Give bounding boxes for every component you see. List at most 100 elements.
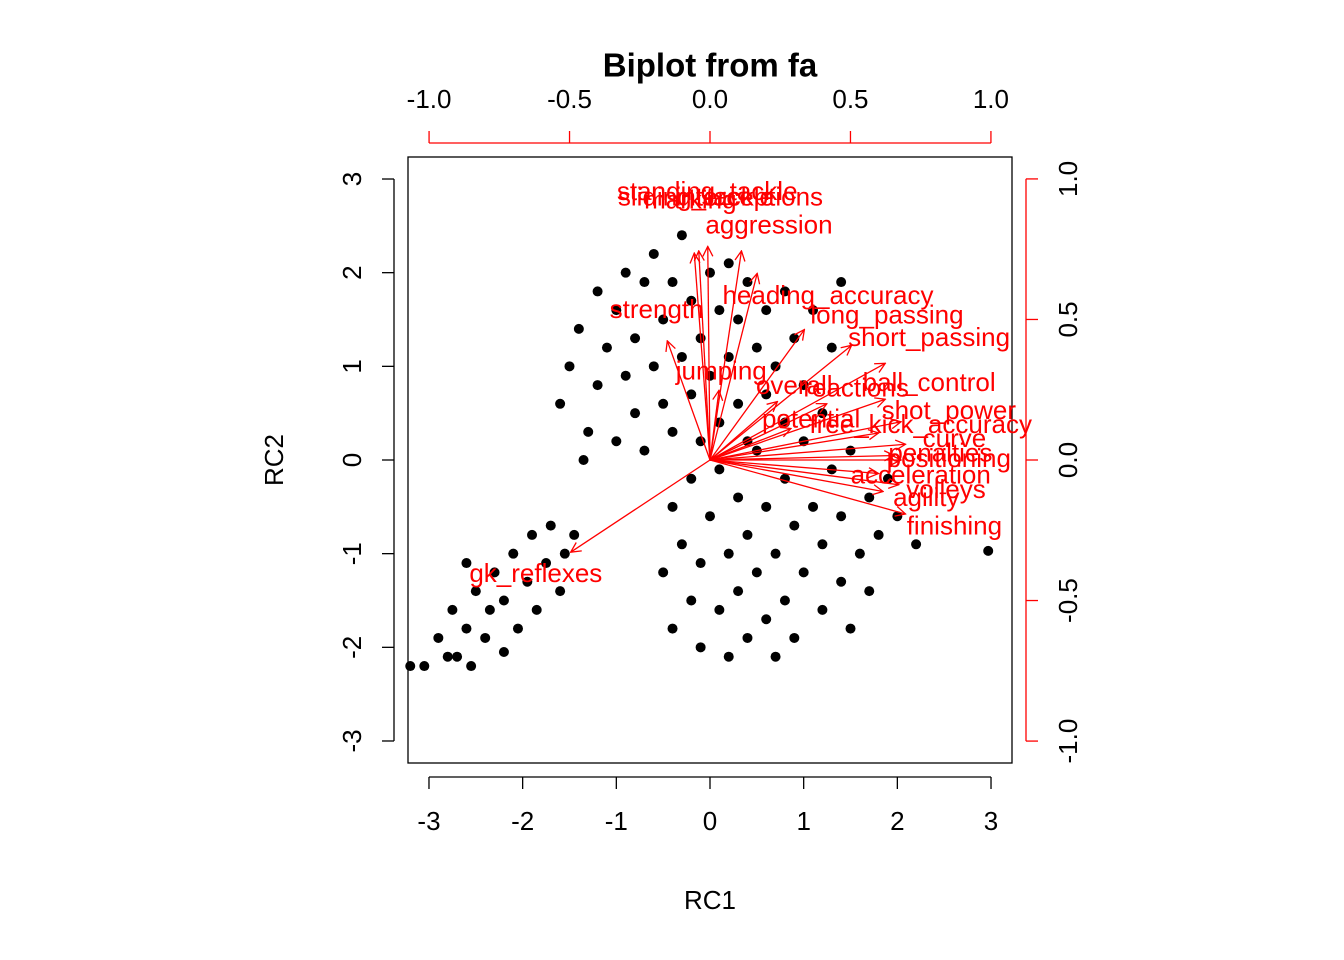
- score-point: [630, 333, 641, 344]
- y-tick-label: 0: [337, 453, 367, 467]
- score-point: [779, 595, 790, 606]
- loading-arrow: [709, 330, 804, 461]
- score-point: [461, 623, 472, 634]
- x-tick-label: 3: [984, 806, 998, 836]
- y-tick-label: 3: [337, 172, 367, 186]
- score-point: [452, 651, 463, 662]
- score-point: [911, 539, 922, 550]
- score-point: [714, 464, 725, 475]
- score-point: [845, 623, 856, 634]
- score-point: [564, 361, 575, 372]
- loading-label: jumping: [675, 356, 767, 386]
- score-point: [798, 567, 809, 578]
- loading-arrow: [709, 456, 894, 460]
- score-point: [676, 539, 687, 550]
- score-point: [531, 604, 542, 615]
- score-point: [573, 323, 584, 334]
- score-point: [686, 389, 697, 400]
- y-tick-label: 2: [337, 265, 367, 279]
- score-point: [723, 548, 734, 559]
- score-point: [742, 529, 753, 540]
- score-point: [686, 295, 697, 306]
- score-point: [639, 277, 650, 288]
- score-point: [705, 370, 715, 381]
- y2-tick-label: 0.5: [1053, 301, 1083, 337]
- loading-label: reactions: [803, 373, 909, 403]
- score-point: [583, 426, 594, 437]
- loading-arrow: [694, 253, 711, 461]
- loading-label: long_passing: [810, 300, 963, 330]
- score-point: [695, 642, 706, 653]
- loading-label: acceleration: [851, 460, 991, 490]
- score-point: [705, 267, 715, 278]
- score-point: [770, 361, 781, 372]
- x-tick-label: 1: [796, 806, 810, 836]
- score-point: [433, 632, 444, 643]
- loading-arrow: [709, 273, 757, 461]
- score-point: [779, 286, 790, 297]
- x2-tick-label: -1.0: [407, 84, 452, 114]
- score-point: [522, 576, 533, 587]
- score-point: [808, 305, 819, 316]
- score-point: [489, 567, 500, 578]
- score-point: [569, 529, 580, 540]
- loading-label: finishing: [907, 510, 1002, 540]
- x-axis-label: RC1: [684, 885, 736, 915]
- y2-tick-label: 1.0: [1053, 161, 1083, 197]
- y2-tick-label: -0.5: [1053, 578, 1083, 623]
- loading-arrow: [709, 402, 777, 461]
- x2-tick-label: 0.5: [832, 84, 868, 114]
- score-point: [845, 445, 856, 456]
- score-point: [983, 545, 994, 556]
- score-point: [751, 567, 762, 578]
- score-point: [466, 661, 477, 672]
- loading-arrow: [709, 459, 906, 514]
- score-point: [601, 342, 612, 353]
- x2-tick-label: 0.0: [692, 84, 728, 114]
- loading-label: penalties: [888, 437, 992, 467]
- score-point: [695, 558, 706, 569]
- loading-arrow: [709, 444, 906, 461]
- loading-arrow: [709, 459, 899, 485]
- score-point: [630, 408, 641, 419]
- score-point: [498, 595, 509, 606]
- loading-label: shot_power: [882, 395, 1017, 425]
- score-point: [676, 230, 687, 241]
- score-point: [705, 511, 715, 522]
- score-point: [419, 661, 430, 672]
- score-point: [447, 604, 458, 615]
- x-tick-label: -3: [417, 806, 440, 836]
- score-point: [639, 445, 650, 456]
- loading-arrow: [709, 345, 852, 461]
- loading-label: aggression: [705, 210, 832, 240]
- x-tick-label: -2: [511, 806, 534, 836]
- x-tick-label: -1: [605, 806, 628, 836]
- score-point: [714, 305, 725, 316]
- score-point: [461, 558, 472, 569]
- score-point: [592, 286, 603, 297]
- loading-arrow: [699, 251, 711, 461]
- y-tick-label: 1: [337, 359, 367, 373]
- score-point: [789, 520, 800, 531]
- score-point: [658, 314, 669, 325]
- loading-arrow: [709, 459, 879, 473]
- y-axis-label: RC2: [259, 434, 289, 486]
- loading-label: free_kick_accuracy: [809, 409, 1032, 439]
- score-point: [733, 314, 744, 325]
- score-point: [658, 567, 669, 578]
- score-point: [648, 248, 659, 259]
- score-point: [686, 473, 697, 484]
- score-point: [723, 651, 734, 662]
- loading-arrow: [667, 341, 711, 461]
- y2-tick-label: -1.0: [1053, 719, 1083, 764]
- score-point: [498, 647, 509, 658]
- loading-label: standing_tackle: [617, 176, 798, 206]
- score-point: [555, 586, 566, 597]
- score-point: [751, 342, 762, 353]
- loading-label: curve: [923, 423, 987, 453]
- score-point: [761, 614, 772, 625]
- score-point: [854, 548, 865, 559]
- score-point: [620, 267, 631, 278]
- loading-arrow: [708, 246, 710, 461]
- score-point: [578, 455, 589, 465]
